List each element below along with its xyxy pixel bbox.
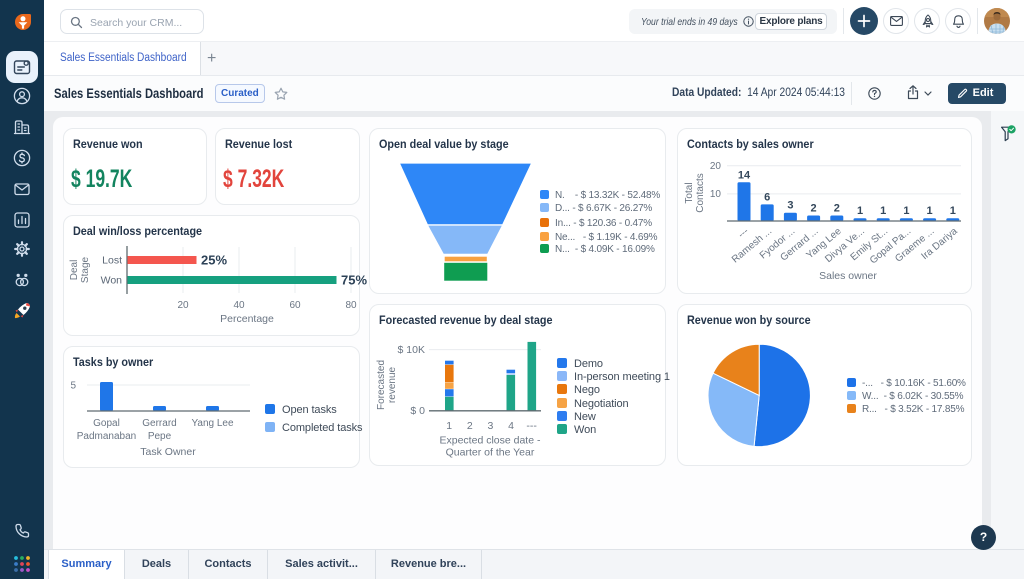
svg-text:3: 3 xyxy=(487,420,493,432)
svg-text:Percentage: Percentage xyxy=(220,313,274,325)
svg-text:Pepe: Pepe xyxy=(148,431,172,442)
svg-text:$ 10K: $ 10K xyxy=(398,344,425,356)
svg-text:Contacts: Contacts xyxy=(695,173,706,212)
svg-text:40: 40 xyxy=(233,300,245,311)
svg-text:Padmanaban: Padmanaban xyxy=(77,431,137,442)
svg-text:75%: 75% xyxy=(341,273,367,288)
svg-text:60: 60 xyxy=(289,300,301,311)
svg-text:$ 0: $ 0 xyxy=(410,405,425,417)
svg-text:5: 5 xyxy=(70,381,76,392)
svg-text:Sales owner: Sales owner xyxy=(819,270,877,282)
svg-text:10: 10 xyxy=(710,189,722,200)
svg-text:2: 2 xyxy=(811,203,817,215)
svg-text:Total: Total xyxy=(684,182,695,203)
svg-text:1: 1 xyxy=(857,205,863,217)
svg-text:Deal: Deal xyxy=(69,260,80,281)
svg-text:Gopal: Gopal xyxy=(93,418,120,429)
svg-text:Stage: Stage xyxy=(80,256,91,283)
svg-text:1: 1 xyxy=(927,205,933,217)
svg-text:revenue: revenue xyxy=(387,366,398,403)
svg-text:3: 3 xyxy=(787,200,793,212)
svg-text:Forecasted: Forecasted xyxy=(376,360,387,410)
svg-text:Won: Won xyxy=(101,275,123,287)
svg-text:80: 80 xyxy=(345,300,357,311)
svg-text:2: 2 xyxy=(834,203,840,215)
svg-text:20: 20 xyxy=(710,161,722,172)
svg-text:14: 14 xyxy=(738,169,751,181)
svg-text:1: 1 xyxy=(446,420,452,432)
svg-text:---: --- xyxy=(526,420,537,432)
svg-text:1: 1 xyxy=(880,205,886,217)
svg-text:1: 1 xyxy=(903,205,909,217)
svg-text:20: 20 xyxy=(177,300,189,311)
svg-text:1: 1 xyxy=(950,205,956,217)
svg-text:---: --- xyxy=(736,226,751,241)
svg-text:Gerrard: Gerrard xyxy=(142,418,176,429)
svg-text:2: 2 xyxy=(467,420,473,432)
svg-text:Task Owner: Task Owner xyxy=(140,446,196,458)
svg-text:Lost: Lost xyxy=(102,255,122,267)
svg-text:Quarter of the Year: Quarter of the Year xyxy=(446,447,535,459)
svg-text:6: 6 xyxy=(764,191,770,203)
svg-text:Yang Lee: Yang Lee xyxy=(191,418,234,429)
svg-text:4: 4 xyxy=(508,420,514,432)
svg-text:Expected close date -: Expected close date - xyxy=(440,435,541,447)
svg-text:25%: 25% xyxy=(201,253,227,268)
